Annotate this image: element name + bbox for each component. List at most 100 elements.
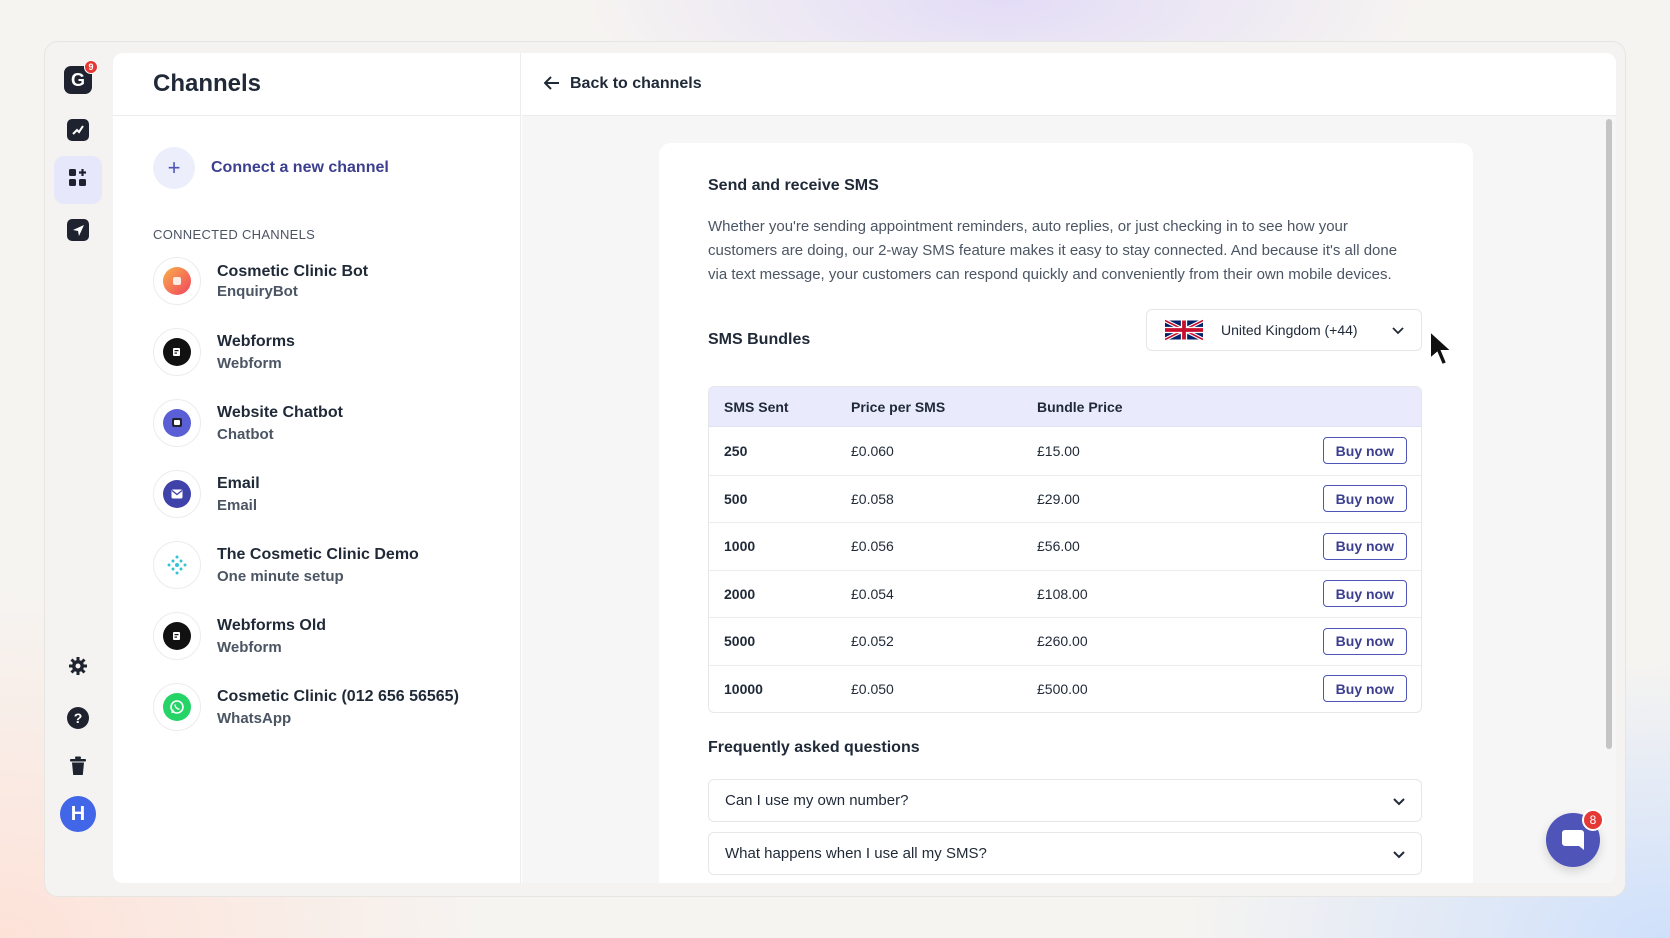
nav-trash[interactable] <box>54 744 102 792</box>
bundle-price-cell: £108.00 <box>1037 585 1088 602</box>
arrow-left-icon <box>543 74 560 95</box>
buy-now-button[interactable]: Buy now <box>1322 675 1407 703</box>
connect-channel-label: Connect a new channel <box>211 159 389 176</box>
price-per-sms-cell: £0.054 <box>851 585 894 602</box>
table-row: 500 £0.058 £29.00 Buy now <box>709 474 1421 523</box>
channel-item-cosmetic-clinic-demo[interactable]: The Cosmetic Clinic Demo One minute setu… <box>153 541 419 589</box>
channel-icon-wrap <box>153 328 201 376</box>
nav-campaigns[interactable] <box>54 206 102 254</box>
action-cell: Buy now <box>1321 437 1421 465</box>
buy-now-button[interactable]: Buy now <box>1322 532 1407 560</box>
channel-icon-wrap <box>153 683 201 731</box>
channel-item-website-chatbot[interactable]: Website Chatbot Chatbot <box>153 399 343 447</box>
action-cell: Buy now <box>1321 627 1421 655</box>
nav-help[interactable]: ? <box>54 694 102 742</box>
whatsapp-icon <box>163 693 191 721</box>
faq-question: Can I use my own number? <box>725 792 909 809</box>
channel-name: Webforms Old <box>217 616 327 634</box>
action-cell: Buy now <box>1321 675 1421 703</box>
app-logo[interactable]: G 9 <box>54 56 102 104</box>
bundles-label: SMS Bundles <box>708 331 811 348</box>
sms-sent-cell: 500 <box>724 490 748 507</box>
page-title: Channels <box>153 70 262 97</box>
connect-channel-button[interactable]: + Connect a new channel <box>153 147 389 189</box>
sms-bundles-table: SMS Sent Price per SMS Bundle Price 250 … <box>708 386 1422 713</box>
sms-description: Whether you're sending appointment remin… <box>708 218 1398 283</box>
channels-icon <box>67 167 89 194</box>
table-row: 10000 £0.050 £500.00 Buy now <box>709 664 1421 713</box>
channel-name: The Cosmetic Clinic Demo <box>217 545 419 563</box>
buy-now-button[interactable]: Buy now <box>1322 627 1407 655</box>
logo-icon: G 9 <box>64 60 98 94</box>
channel-icon-wrap <box>153 470 201 518</box>
bundle-price-cell: £260.00 <box>1037 633 1088 650</box>
sms-card: Send and receive SMS Whether you're send… <box>659 143 1473 883</box>
chevron-down-icon <box>1387 322 1409 338</box>
app-window: G 9 <box>44 41 1626 897</box>
nav-settings[interactable] <box>54 644 102 692</box>
table-row: 5000 £0.052 £260.00 Buy now <box>709 617 1421 665</box>
back-label: Back to channels <box>570 75 702 92</box>
chatbot-icon <box>163 409 191 437</box>
channel-text: Cosmetic Clinic (012 656 56565) WhatsApp <box>217 688 459 727</box>
trash-icon <box>69 756 87 781</box>
webform-icon <box>163 338 191 366</box>
channel-name: Website Chatbot <box>217 403 343 421</box>
channel-text: Cosmetic Clinic Bot EnquiryBot <box>217 263 368 300</box>
faq-item[interactable]: What happens when I use all my SMS? <box>708 832 1422 875</box>
channel-item-webforms-old[interactable]: Webforms Old Webform <box>153 612 326 660</box>
panel-header: Channels <box>113 53 520 116</box>
channel-text: Email Email <box>217 475 260 514</box>
channel-type: WhatsApp <box>217 709 292 727</box>
channel-type: Webform <box>217 638 282 656</box>
channel-name: Cosmetic Clinic Bot <box>217 262 369 280</box>
send-icon <box>67 219 89 241</box>
channel-type: Email <box>217 496 258 514</box>
channel-text: Webforms Old Webform <box>217 617 326 656</box>
channel-name: Webforms <box>217 332 295 350</box>
channel-item-cosmetic-clinic-bot[interactable]: Cosmetic Clinic Bot EnquiryBot <box>153 257 368 305</box>
buy-now-button[interactable]: Buy now <box>1322 485 1407 513</box>
channel-text: The Cosmetic Clinic Demo One minute setu… <box>217 546 419 585</box>
country-value: United Kingdom (+44) <box>1221 322 1358 338</box>
enquirybot-icon <box>163 267 191 295</box>
channels-panel: Channels + Connect a new channel CONNECT… <box>113 53 521 883</box>
nav-channels[interactable] <box>54 156 102 204</box>
sms-sent-cell: 2000 <box>724 585 756 602</box>
scrollbar[interactable] <box>1606 119 1612 749</box>
price-per-sms-cell: £0.056 <box>851 538 894 555</box>
chevron-down-icon <box>1393 793 1405 809</box>
channel-name: Email <box>217 474 260 492</box>
analytics-icon <box>67 119 89 141</box>
country-select[interactable]: United Kingdom (+44) <box>1146 309 1422 351</box>
detail-header: Back to channels <box>522 53 1616 116</box>
action-cell: Buy now <box>1321 532 1421 560</box>
channel-type: Webform <box>217 354 282 372</box>
back-to-channels-link[interactable]: Back to channels <box>543 74 702 95</box>
sms-sent-cell: 10000 <box>724 680 763 697</box>
channel-item-webforms[interactable]: Webforms Webform <box>153 328 295 376</box>
action-cell: Buy now <box>1321 580 1421 608</box>
channel-type: Chatbot <box>217 425 274 443</box>
table-row: 1000 £0.056 £56.00 Buy now <box>709 522 1421 570</box>
buy-now-button[interactable]: Buy now <box>1322 580 1407 608</box>
chevron-down-icon <box>1393 846 1405 862</box>
price-per-sms-cell: £0.060 <box>851 442 894 459</box>
action-cell: Buy now <box>1321 485 1421 513</box>
email-icon <box>163 480 191 508</box>
channel-item-whatsapp[interactable]: Cosmetic Clinic (012 656 56565) WhatsApp <box>153 683 459 731</box>
channel-name: Cosmetic Clinic (012 656 56565) <box>217 687 459 705</box>
col-sms-sent: SMS Sent <box>724 398 789 415</box>
chat-unread-badge: 8 <box>1582 809 1604 831</box>
col-price-per-sms: Price per SMS <box>851 398 946 415</box>
faq-item[interactable]: Can I use my own number? <box>708 779 1422 822</box>
chat-launcher-button[interactable]: 8 <box>1546 809 1604 867</box>
channel-icon-wrap <box>153 399 201 447</box>
nav-analytics[interactable] <box>54 106 102 154</box>
gear-icon <box>68 656 88 681</box>
channel-item-email[interactable]: Email Email <box>153 470 260 518</box>
buy-now-button[interactable]: Buy now <box>1322 437 1407 465</box>
table-header: SMS Sent Price per SMS Bundle Price <box>709 387 1421 427</box>
mouse-cursor-icon <box>1429 329 1455 367</box>
user-avatar-button[interactable]: H <box>54 790 102 838</box>
